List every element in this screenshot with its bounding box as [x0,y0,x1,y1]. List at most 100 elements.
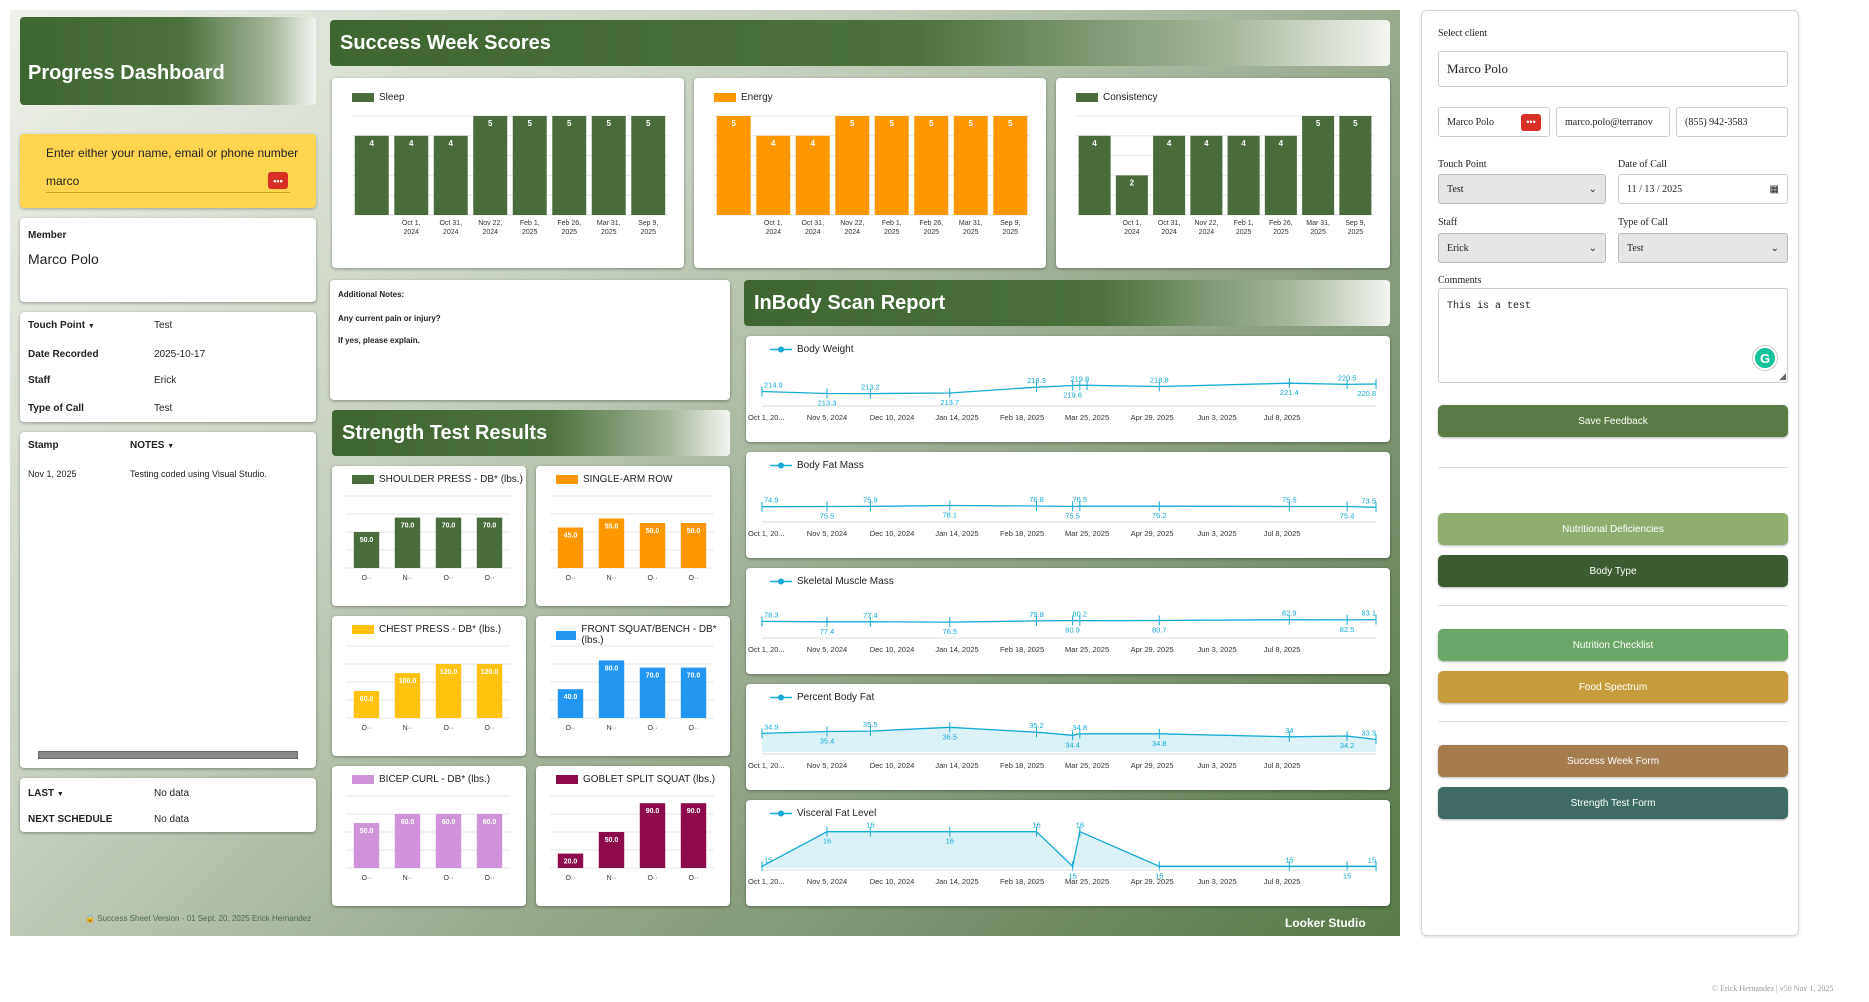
comments-textarea[interactable]: This is a test G ◢ [1438,288,1788,383]
chart-bar [598,518,625,568]
inbody-header: InBody Scan Report [744,280,1390,326]
body-fat-mass-legend: Body Fat Mass [770,460,864,471]
chart-bar [993,116,1028,215]
front-squat-chart: FRONT SQUAT/BENCH - DB* (lbs.) 40.0 O·· 80… [536,616,730,756]
data-label: 100.0 [399,678,417,685]
chart-bar [476,664,503,718]
tick-label: Oct 1, 20... [748,529,785,538]
chart-bar [473,116,508,215]
data-label: 74.9 [764,496,779,505]
legend-swatch [352,775,374,784]
data-label: 4 [1092,139,1097,148]
data-label: 33.3 [1361,728,1376,737]
tick-label: Dec 10, 2024 [870,877,915,886]
data-label: 15 [764,855,772,864]
data-label: 213.7 [940,398,959,407]
chart-bar [1227,135,1260,215]
data-label: 16 [1032,821,1040,830]
touch-point-value: Test [154,320,173,331]
goblet-split-squat-legend: GOBLET SPLIT SQUAT (lbs.) [556,774,715,785]
data-label: 4 [771,139,776,148]
tick-label: Jan 14, 2025 [935,877,978,886]
tick-label: O·· [361,575,371,582]
strength-test-form-button[interactable]: Strength Test Form [1438,787,1788,819]
tick-label: Dec 10, 2024 [870,529,915,538]
chart-bar [953,116,988,215]
chart-bar [476,517,503,568]
chart-bar [1339,116,1372,215]
chart-bar [914,116,949,215]
client-email-value: marco.polo@terranov [1565,116,1653,128]
tick-label: Feb 1, [520,220,540,227]
password-manager-icon[interactable]: ••• [268,172,288,189]
touch-point-label[interactable]: Touch Point ▼ [28,320,95,331]
tick-label: 2024 [765,229,781,236]
type-of-call-value: Test [154,403,173,414]
tick-label: Mar 25, 2025 [1065,761,1109,770]
nutrition-checklist-button[interactable]: Nutrition Checklist [1438,629,1788,661]
body-fat-mass-chart: Body Fat Mass 74.9 75.5 75.9 78.1 76.8 75.5 76… [746,452,1390,558]
energy-bars: 5 4 Oct 1, 2024 4 Oct 31, 2024 5 Nov 22, 2024 5 Feb… [714,115,1030,236]
divider [1438,721,1788,722]
data-label: 90.0 [687,808,701,815]
chart-bar [435,814,462,868]
data-label: 219.6 [1063,391,1082,400]
tick-label: Nov 5, 2024 [807,529,847,538]
chart-bar [639,523,666,568]
last-value: No data [154,788,190,799]
data-label: 4 [1204,139,1209,148]
client-name-field[interactable]: Marco Polo ••• [1438,107,1550,137]
tick-label: O·· [484,875,494,882]
chart-bar [354,135,389,215]
staff-select[interactable]: Erick ⌄ [1438,233,1606,263]
save-feedback-button[interactable]: Save Feedback [1438,405,1788,437]
nutritional-deficiencies-button[interactable]: Nutritional Deficiencies [1438,513,1788,545]
schedule-card: LAST ▼ No data NEXT SCHEDULE No data [20,778,316,832]
success-week-form-button[interactable]: Success Week Form [1438,745,1788,777]
data-label: 5 [1008,119,1013,128]
stamp-header[interactable]: Stamp [28,440,59,451]
tick-label: Dec 10, 2024 [870,645,915,654]
tick-label: 2024 [1161,229,1177,236]
food-spectrum-button[interactable]: Food Spectrum [1438,671,1788,703]
calendar-icon[interactable]: ▦ [1769,183,1779,195]
resize-handle-icon[interactable]: ◢ [1779,371,1786,381]
search-input[interactable]: marco ••• [46,169,290,193]
client-email-field[interactable]: marco.polo@terranov [1556,107,1670,137]
client-phone-field[interactable]: (855) 942-3583 [1676,107,1788,137]
data-label: 5 [646,119,651,128]
tick-label: Feb 26, [919,220,943,227]
sleep-bars: 4 4 Oct 1, 2024 4 Oct 31, 2024 5 Nov 22, 2024 5 Feb… [352,115,668,236]
password-manager-icon[interactable]: ••• [1521,113,1541,131]
notes-header[interactable]: NOTES ▼ [130,440,175,451]
data-label: 5 [929,119,934,128]
chart-bar [795,135,830,215]
staff-label: Staff [1438,217,1458,228]
date-recorded-value: 2025-10-17 [154,349,206,360]
tick-label: Feb 18, 2025 [1000,645,1044,654]
tick-label: Oct 31, [439,220,462,227]
tick-label: O·· [647,875,657,882]
touch-point-select[interactable]: Test ⌄ [1438,174,1606,204]
chart-bar [1078,135,1111,215]
grammarly-icon[interactable]: G [1753,346,1777,370]
table-row-stamp: Nov 1, 2025 [28,469,77,479]
table-row-note: Testing coded using Visual Studio. [130,469,267,479]
percent-body-fat-line: 34.9 35.4 35.5 36.5 35.2 34.4 34.8 34.8 34 34.2 33… [748,720,1377,770]
data-label: 35.5 [863,720,878,729]
tick-label: Nov 5, 2024 [807,413,847,422]
last-label[interactable]: LAST ▼ [28,788,64,799]
data-label: 120.0 [481,669,499,676]
body-type-button[interactable]: Body Type [1438,555,1788,587]
data-label: 4 [811,139,816,148]
type-of-call-select[interactable]: Test ⌄ [1618,233,1788,263]
client-select[interactable]: Marco Polo [1438,51,1788,87]
tick-label: Feb 26, [557,220,581,227]
chevron-down-icon: ⌄ [1588,242,1597,254]
tick-label: O·· [688,575,698,582]
tick-label: Feb 18, 2025 [1000,529,1044,538]
date-of-call-input[interactable]: 11 / 13 / 2025 ▦ [1618,174,1788,204]
horizontal-scrollbar[interactable] [38,751,298,759]
tick-label: Jun 3, 2025 [1197,877,1236,886]
chart-bar [353,823,380,868]
